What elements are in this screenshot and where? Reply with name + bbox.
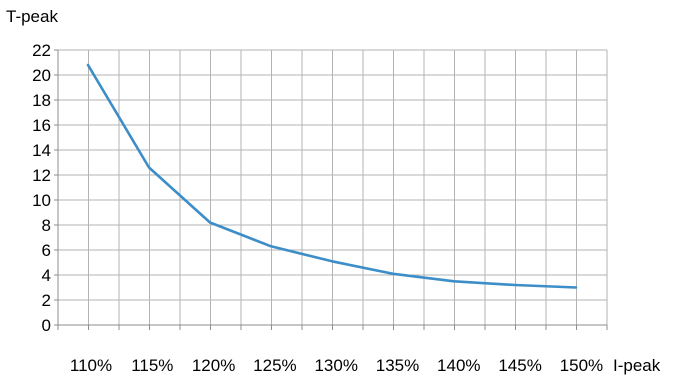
x-axis-label: I-peak — [613, 356, 661, 375]
y-tick-label: 2 — [42, 291, 51, 310]
y-tick-label: 16 — [32, 116, 51, 135]
series-line — [86, 63, 578, 289]
x-tick-label: 110% — [70, 356, 112, 375]
x-tick-label: 120% — [192, 356, 235, 375]
y-tick-label: 22 — [32, 41, 51, 60]
y-axis-ticks: 0 2 4 6 8 10 12 14 16 18 20 22 — [32, 41, 51, 335]
axes — [54, 49, 608, 330]
x-tick-label: 115% — [131, 356, 173, 375]
series-group — [86, 63, 578, 289]
y-axis-label: T-peak — [6, 7, 58, 26]
y-tick-label: 12 — [32, 166, 51, 185]
grid — [58, 49, 608, 325]
x-tick-label: 125% — [253, 356, 296, 375]
y-tick-label: 10 — [32, 191, 51, 210]
y-tick-label: 20 — [32, 66, 51, 85]
x-tick-label: 150% — [560, 356, 603, 375]
x-tick-label: 135% — [376, 356, 419, 375]
y-tick-label: 4 — [42, 266, 51, 285]
y-tick-label: 0 — [42, 316, 51, 335]
y-tick-label: 14 — [32, 141, 51, 160]
x-axis-ticks: 110% 115% 120% 125% 130% 135% 140% 145% 150% — [70, 356, 603, 375]
x-tick-label: 140% — [437, 356, 480, 375]
y-tick-label: 6 — [42, 241, 51, 260]
x-tick-label: 130% — [314, 356, 357, 375]
y-tick-label: 8 — [42, 216, 51, 235]
y-tick-label: 18 — [32, 91, 51, 110]
x-tick-label: 145% — [498, 356, 541, 375]
